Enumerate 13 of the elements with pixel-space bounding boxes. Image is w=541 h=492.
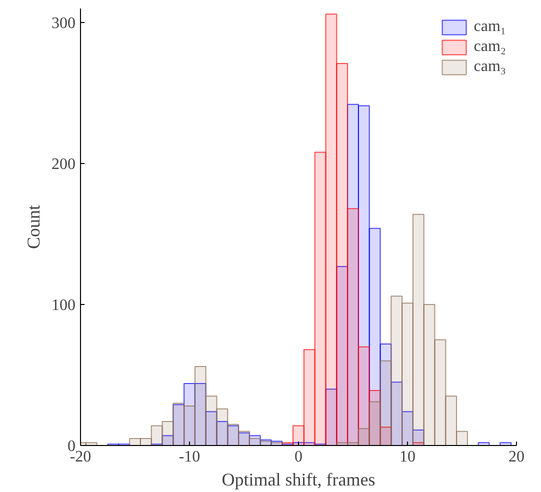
- x-tick-label: 10: [400, 448, 416, 466]
- x-axis-title: Optimal shift, frames: [222, 470, 376, 490]
- y-tick-label: 200: [52, 156, 76, 174]
- y-tick-label: 0: [68, 438, 76, 455]
- x-tick-label: 0: [294, 448, 302, 466]
- y-tick-label: 300: [52, 15, 76, 32]
- x-tick-label: 20: [508, 448, 524, 466]
- y-axis-title: Count: [24, 204, 44, 250]
- legend-label: cam₃: [474, 58, 506, 76]
- x-tick-label: -10: [178, 448, 200, 466]
- legend-label: cam₂: [474, 38, 506, 56]
- y-tick-label: 100: [52, 297, 76, 314]
- legend-label: cam₁: [474, 18, 506, 36]
